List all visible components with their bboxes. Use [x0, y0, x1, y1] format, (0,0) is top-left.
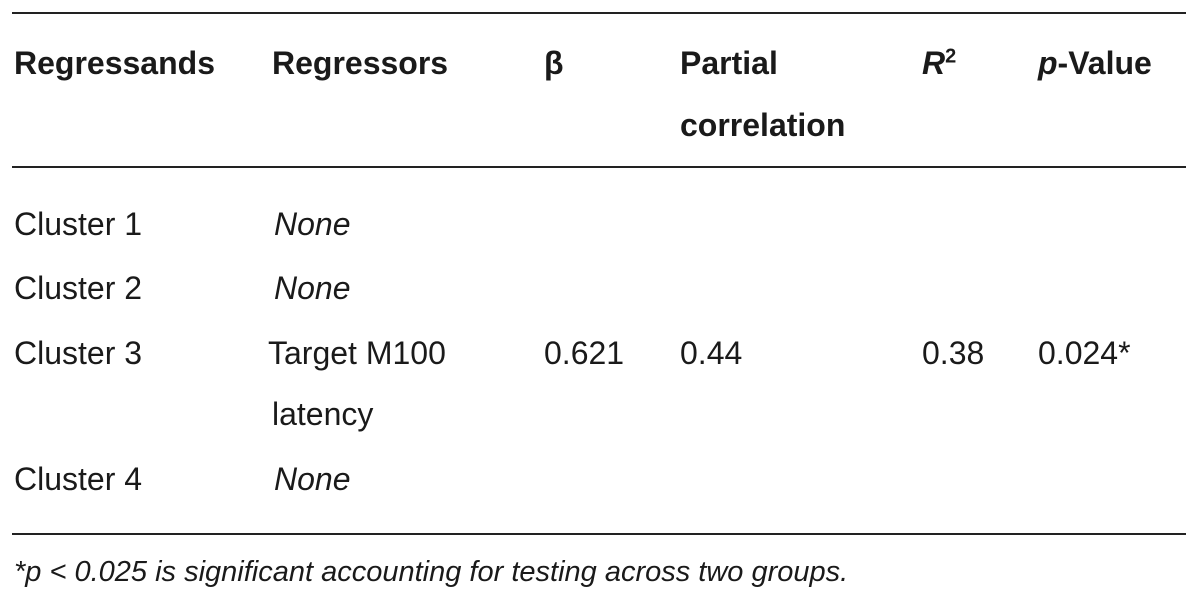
row-1-regressor: None	[274, 206, 351, 242]
header-regressors: Regressors	[272, 45, 449, 81]
row-4-regressor: None	[274, 461, 351, 497]
table-footnote: *p < 0.025 is significant accounting for…	[14, 556, 849, 588]
row-3-partial-correlation: 0.44	[680, 335, 743, 371]
header-p-value-rest: -Value	[1057, 45, 1152, 81]
header-partial-correlation-line1: Partial	[680, 45, 778, 81]
header-p-value-p: p	[1038, 45, 1058, 81]
bottom-rule	[12, 533, 1186, 535]
row-4-regressand: Cluster 4	[14, 461, 143, 497]
header-rule	[12, 166, 1186, 168]
header-beta: β	[544, 45, 564, 81]
row-3-beta: 0.621	[544, 335, 625, 371]
header-r-squared: R2	[922, 32, 956, 94]
row-3-regressand: Cluster 3	[14, 335, 143, 371]
row-3-p-value: 0.024*	[1038, 335, 1131, 371]
top-rule	[12, 12, 1186, 14]
row-3-regressor-line1: Target M100	[268, 335, 446, 371]
row-2-regressor: None	[274, 270, 351, 306]
row-3-regressor-line2: latency	[272, 396, 374, 432]
row-1-regressand: Cluster 1	[14, 206, 143, 242]
header-p-value: p-Value	[1038, 32, 1152, 94]
header-r-squared-sup: 2	[945, 45, 957, 68]
header-r-squared-base: R	[922, 45, 946, 81]
header-regressands: Regressands	[14, 45, 215, 81]
row-2-regressand: Cluster 2	[14, 270, 143, 306]
header-partial-correlation-line2: correlation	[680, 107, 846, 143]
row-3-r-squared: 0.38	[922, 335, 985, 371]
